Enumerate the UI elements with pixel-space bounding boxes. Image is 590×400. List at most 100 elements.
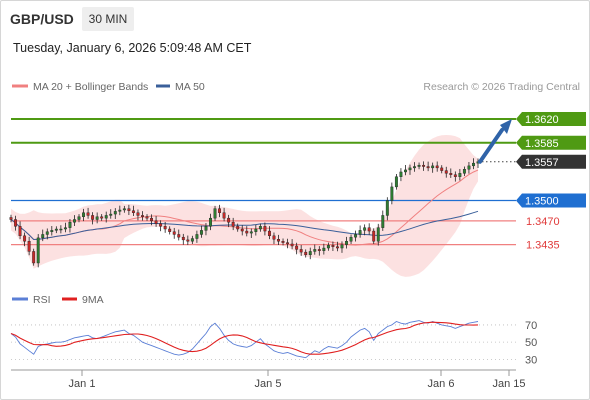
- candle: [404, 165, 407, 176]
- price-tag-box: [516, 135, 586, 150]
- candle: [118, 205, 122, 216]
- candle: [168, 226, 172, 235]
- candle: [472, 158, 475, 170]
- candle: [449, 168, 453, 178]
- candle: [263, 222, 267, 236]
- candle: [190, 235, 194, 244]
- candle: [308, 247, 312, 260]
- price-levels: [11, 117, 516, 246]
- candle: [331, 241, 335, 252]
- candle: [131, 205, 135, 216]
- candle: [186, 235, 190, 246]
- forecast-arrow-shaft: [478, 127, 504, 164]
- candle: [326, 242, 330, 251]
- price-tag-box: [516, 111, 586, 126]
- candle: [177, 229, 181, 241]
- candle: [299, 245, 303, 256]
- candle: [73, 215, 76, 227]
- candle: [313, 244, 317, 255]
- candle: [431, 162, 435, 173]
- candle: [462, 166, 466, 177]
- bollinger-band-area: [11, 135, 478, 277]
- price-level-label: 1.3620: [525, 114, 559, 126]
- candle: [213, 205, 217, 221]
- candle: [77, 214, 81, 223]
- x-tick-label: Jan 1: [69, 378, 96, 390]
- candle: [45, 228, 49, 240]
- candle: [345, 236, 348, 249]
- candle: [422, 161, 426, 171]
- candle: [41, 229, 45, 242]
- candle: [240, 225, 244, 236]
- credit-text: Research © 2026 Trading Central: [423, 81, 580, 93]
- candle: [358, 225, 362, 238]
- candle: [141, 211, 144, 221]
- candle: [109, 209, 113, 219]
- candle: [363, 224, 367, 236]
- candle: [254, 224, 258, 236]
- candle: [444, 166, 448, 178]
- candle: [458, 168, 462, 181]
- moving-averages: [10, 169, 479, 246]
- bollinger-bands: [11, 135, 478, 277]
- candle: [172, 227, 176, 239]
- legend-label-rsi: RSI: [33, 294, 51, 306]
- forecast-arrow: [478, 118, 512, 164]
- candle: [100, 214, 104, 221]
- price-level-tag: 1.3557: [516, 154, 586, 169]
- timestamp: Tuesday, January 6, 2026 5:09:48 AM CET: [13, 41, 252, 55]
- candle: [281, 238, 285, 246]
- candle: [209, 213, 212, 231]
- candle: [231, 217, 235, 231]
- candle: [154, 215, 158, 227]
- candle: [199, 225, 203, 238]
- ma50-line: [10, 210, 479, 241]
- rsi-tick-label: 70: [525, 320, 537, 332]
- candle: [354, 230, 358, 242]
- candle: [372, 228, 376, 244]
- candle: [286, 238, 290, 249]
- rsi-tick-label: 30: [525, 354, 537, 366]
- candle: [435, 161, 439, 172]
- candle: [113, 208, 117, 219]
- candle: [195, 230, 199, 243]
- candle: [413, 162, 416, 172]
- candle: [290, 239, 294, 250]
- candle: [222, 207, 226, 222]
- x-tick-label: Jan 15: [492, 378, 525, 390]
- candle: [50, 226, 54, 236]
- candle: [277, 234, 280, 246]
- candle: [317, 246, 321, 256]
- candle: [86, 207, 90, 219]
- candle: [181, 233, 185, 245]
- candle: [95, 212, 99, 224]
- candle: [104, 211, 108, 223]
- candle: [23, 232, 27, 247]
- candle: [304, 249, 308, 258]
- rsi-tick-label: 50: [525, 337, 537, 349]
- candle: [32, 248, 36, 266]
- candle: [54, 226, 58, 234]
- candle: [91, 212, 95, 225]
- candle: [227, 214, 231, 228]
- candle: [322, 243, 326, 255]
- candle: [63, 222, 67, 233]
- x-axis: Jan 1 Jan 5 Jan 6 Jan 15: [11, 369, 526, 390]
- rsi-panel: 70 50 30: [10, 320, 537, 366]
- candle: [385, 197, 389, 221]
- candlesticks: [9, 158, 480, 268]
- candle: [236, 223, 240, 232]
- candle: [467, 162, 471, 174]
- candle: [27, 236, 31, 256]
- candle: [18, 221, 22, 240]
- candle: [127, 204, 131, 216]
- candle: [82, 208, 85, 222]
- timeframe-badge[interactable]: 30 MIN: [82, 7, 134, 31]
- price-level-label: 1.3557: [525, 157, 559, 169]
- candle: [367, 223, 371, 235]
- price-level-tag: 1.3585: [516, 135, 586, 150]
- candle: [59, 225, 63, 234]
- x-tick-label: Jan 5: [255, 378, 282, 390]
- candle: [349, 234, 353, 244]
